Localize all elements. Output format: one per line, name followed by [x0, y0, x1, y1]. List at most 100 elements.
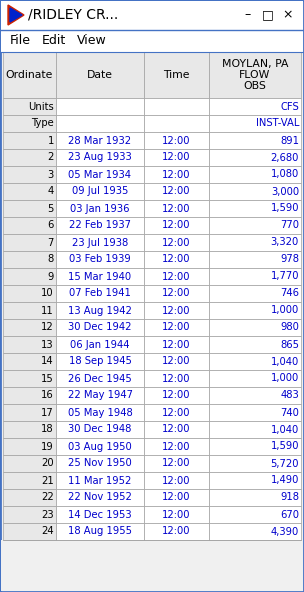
Bar	[3, 523, 56, 540]
Text: 23 Jul 1938: 23 Jul 1938	[72, 237, 128, 247]
Text: 07 Feb 1941: 07 Feb 1941	[69, 288, 131, 298]
Text: 24: 24	[41, 526, 54, 536]
Text: 12:00: 12:00	[162, 288, 191, 298]
Bar	[144, 370, 209, 387]
Bar	[56, 489, 144, 506]
Bar	[144, 404, 209, 421]
Text: 18 Aug 1955: 18 Aug 1955	[68, 526, 132, 536]
Text: 9: 9	[48, 272, 54, 282]
Bar	[3, 336, 56, 353]
Text: 980: 980	[280, 323, 299, 333]
Bar	[144, 489, 209, 506]
Text: 6: 6	[48, 220, 54, 230]
Bar	[56, 455, 144, 472]
Text: INST-VAL: INST-VAL	[256, 118, 299, 128]
Bar	[3, 387, 56, 404]
Text: 18 Sep 1945: 18 Sep 1945	[69, 356, 131, 366]
Bar	[56, 438, 144, 455]
Bar	[56, 285, 144, 302]
Text: 12:00: 12:00	[162, 136, 191, 146]
Bar	[209, 438, 301, 455]
Text: 1,040: 1,040	[271, 356, 299, 366]
Bar	[56, 404, 144, 421]
Text: 918: 918	[280, 493, 299, 503]
Bar	[209, 251, 301, 268]
Bar	[3, 285, 56, 302]
Bar	[209, 421, 301, 438]
Bar	[144, 268, 209, 285]
Text: ×: ×	[283, 8, 293, 21]
Bar	[56, 302, 144, 319]
Bar	[3, 183, 56, 200]
Text: 03 Aug 1950: 03 Aug 1950	[68, 442, 132, 452]
Bar	[3, 319, 56, 336]
Bar	[3, 234, 56, 251]
Text: 670: 670	[280, 510, 299, 520]
Text: 1,000: 1,000	[271, 305, 299, 316]
Bar	[144, 387, 209, 404]
Bar	[209, 353, 301, 370]
Bar	[3, 149, 56, 166]
Text: 12:00: 12:00	[162, 475, 191, 485]
Bar	[3, 166, 56, 183]
Bar	[209, 319, 301, 336]
Text: 14: 14	[41, 356, 54, 366]
Bar	[144, 302, 209, 319]
Bar	[3, 251, 56, 268]
Bar	[56, 268, 144, 285]
Text: Type: Type	[31, 118, 54, 128]
Text: 770: 770	[280, 220, 299, 230]
Bar	[209, 200, 301, 217]
Bar	[144, 200, 209, 217]
Text: □: □	[262, 8, 274, 21]
Bar	[56, 251, 144, 268]
Text: 12:00: 12:00	[162, 153, 191, 162]
Bar	[3, 506, 56, 523]
Text: 3,000: 3,000	[271, 186, 299, 197]
Text: 12:00: 12:00	[162, 169, 191, 179]
Bar	[56, 472, 144, 489]
Bar	[56, 336, 144, 353]
Text: 30 Dec 1942: 30 Dec 1942	[68, 323, 132, 333]
Bar	[3, 455, 56, 472]
Bar	[144, 336, 209, 353]
Text: 28 Mar 1932: 28 Mar 1932	[68, 136, 132, 146]
Bar	[1, 1, 303, 30]
Text: 1,490: 1,490	[271, 475, 299, 485]
Text: 12:00: 12:00	[162, 186, 191, 197]
Text: 865: 865	[280, 339, 299, 349]
Bar	[209, 404, 301, 421]
Text: 22 Nov 1952: 22 Nov 1952	[68, 493, 132, 503]
Bar	[56, 115, 144, 132]
Bar	[209, 52, 301, 98]
Bar	[56, 353, 144, 370]
Text: 12:00: 12:00	[162, 220, 191, 230]
Bar	[209, 523, 301, 540]
Bar	[144, 217, 209, 234]
Text: 03 Jan 1936: 03 Jan 1936	[70, 204, 130, 214]
Bar	[209, 183, 301, 200]
Text: View: View	[77, 34, 107, 47]
Bar	[3, 421, 56, 438]
Bar	[3, 370, 56, 387]
Text: 26 Dec 1945: 26 Dec 1945	[68, 374, 132, 384]
Bar	[209, 149, 301, 166]
Bar	[3, 52, 56, 98]
Bar	[209, 217, 301, 234]
Text: 12:00: 12:00	[162, 493, 191, 503]
Text: 1,590: 1,590	[271, 442, 299, 452]
Text: CFS: CFS	[280, 101, 299, 111]
Text: 19: 19	[41, 442, 54, 452]
Text: 20: 20	[41, 458, 54, 468]
Bar	[209, 98, 301, 115]
Bar	[56, 387, 144, 404]
Text: 12: 12	[41, 323, 54, 333]
Bar	[1, 540, 303, 591]
Polygon shape	[10, 8, 22, 22]
Bar	[56, 52, 144, 98]
Text: OBS: OBS	[244, 81, 266, 91]
Bar	[3, 404, 56, 421]
Bar	[56, 98, 144, 115]
Text: 18: 18	[41, 424, 54, 435]
Text: 12:00: 12:00	[162, 458, 191, 468]
